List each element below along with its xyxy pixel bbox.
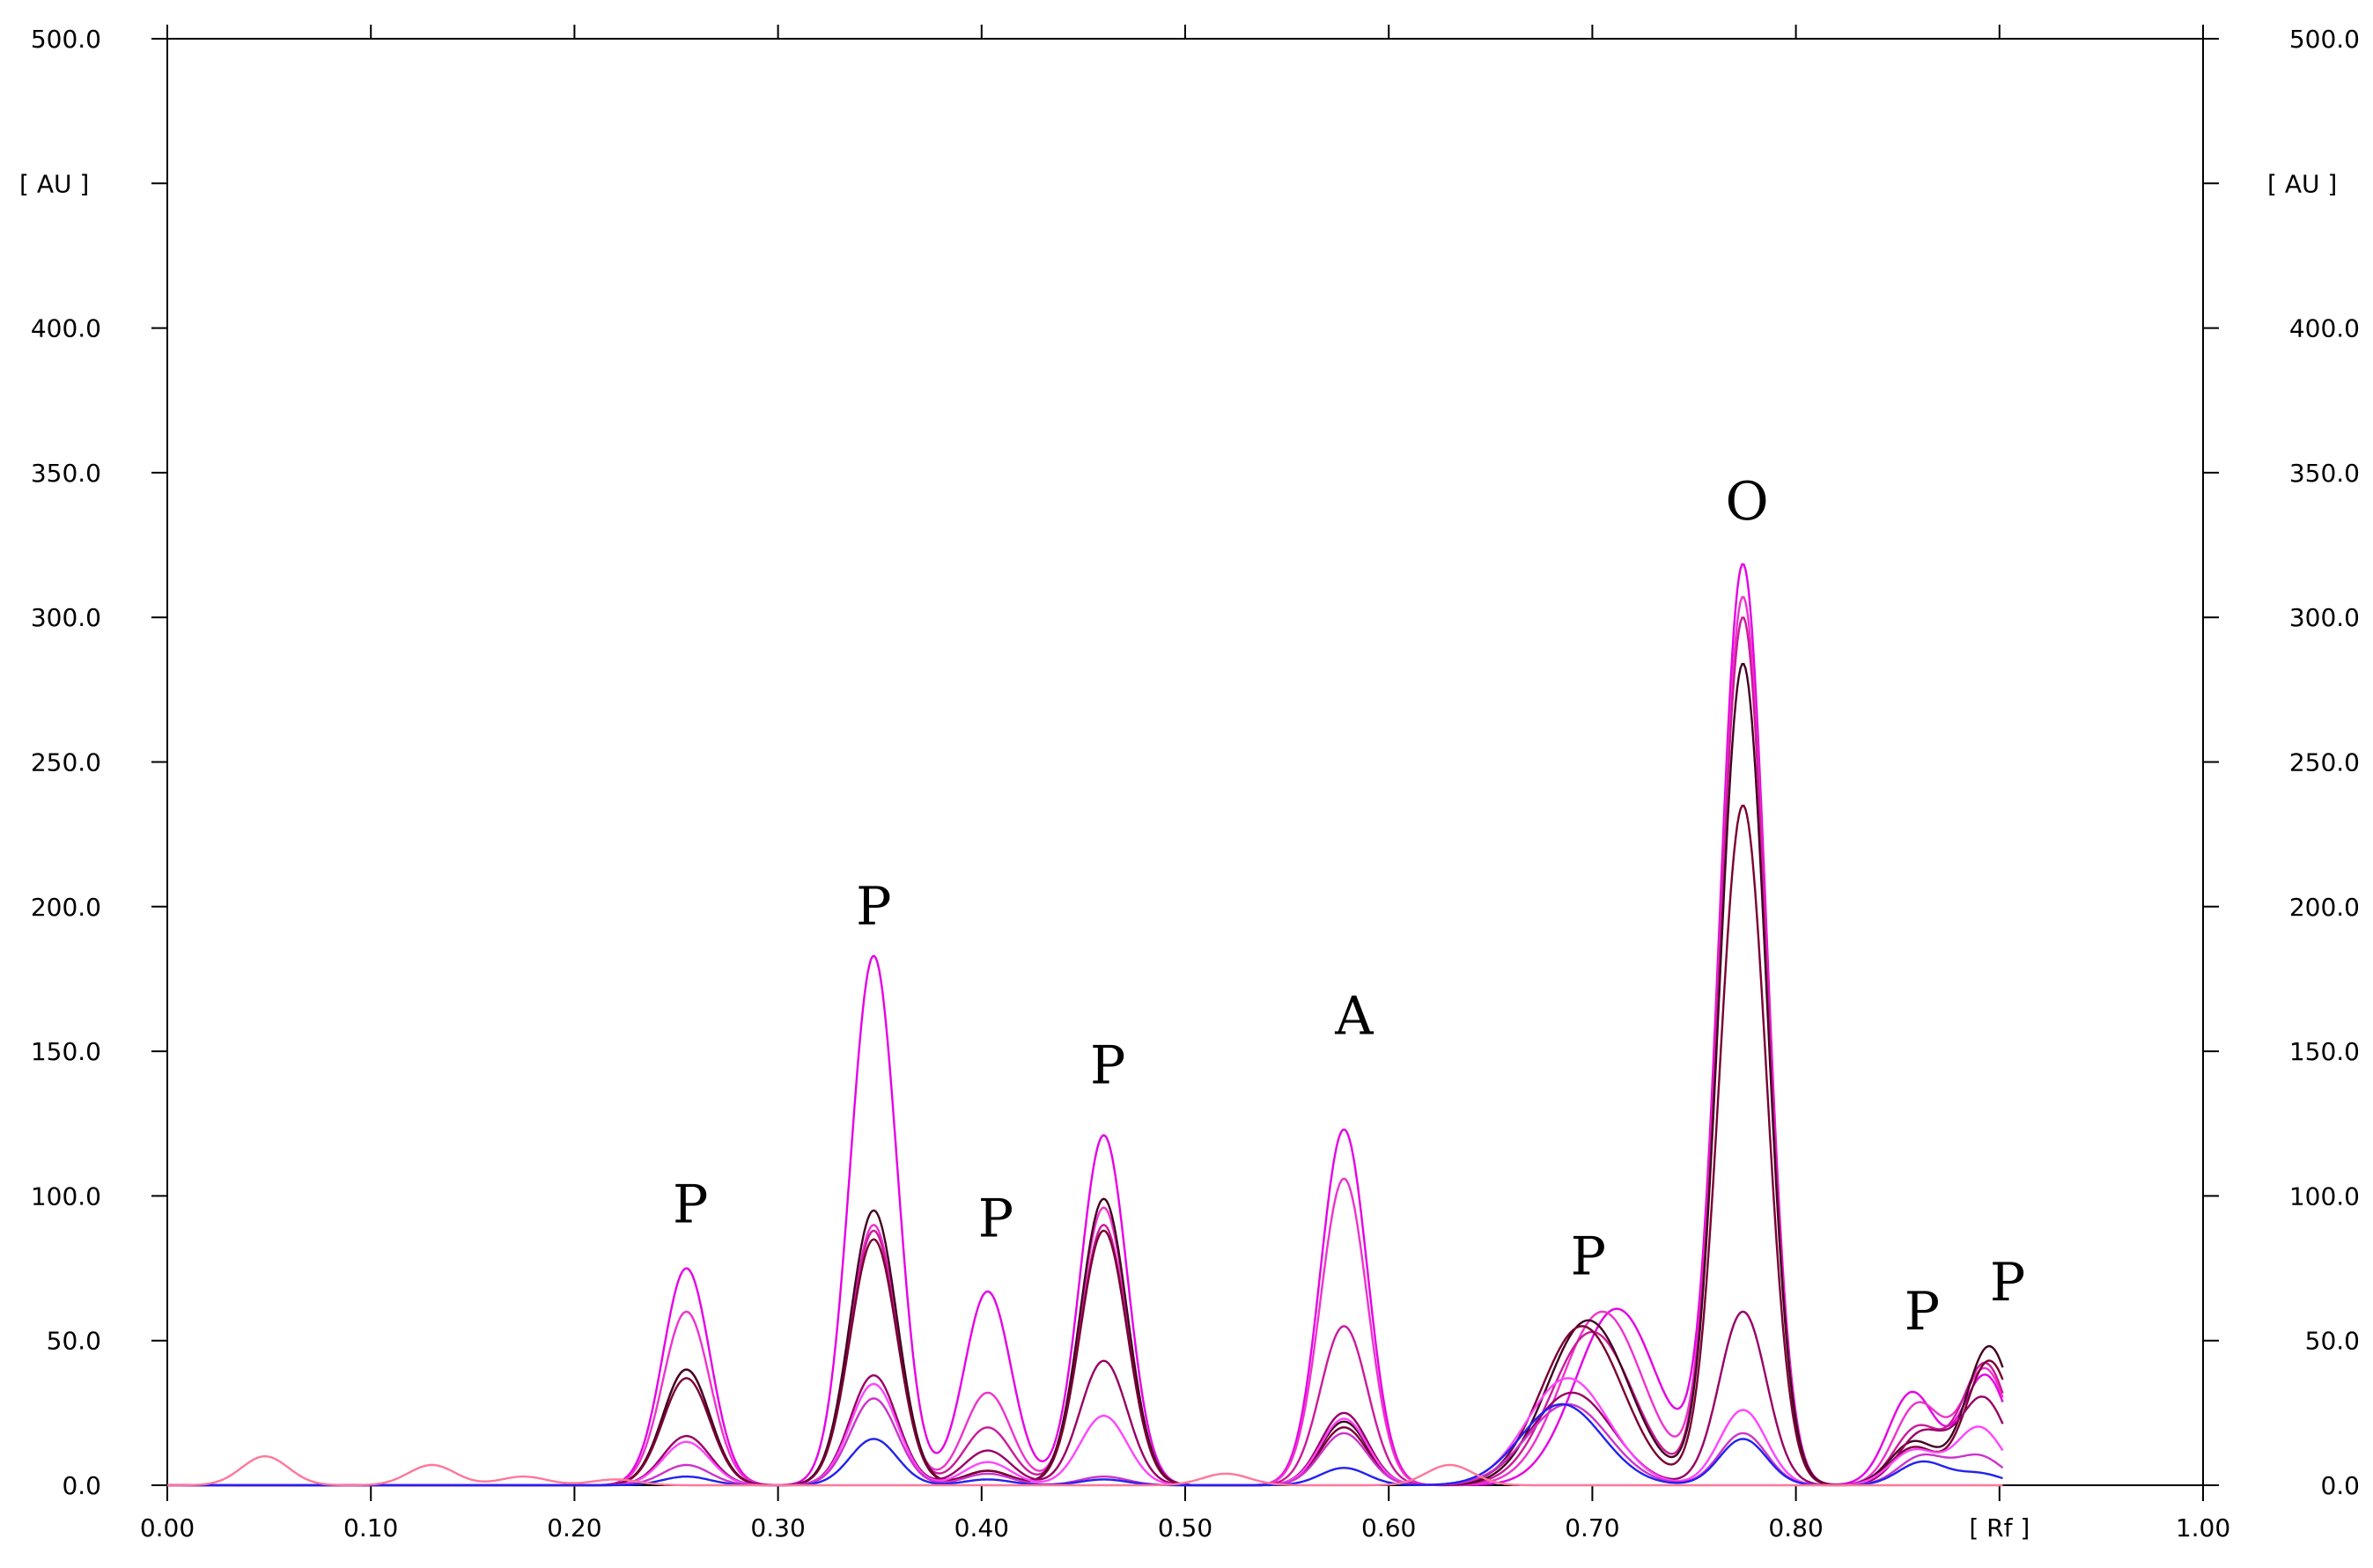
y-tick-label-left: 500.0	[31, 25, 101, 54]
peak-label: A	[1334, 986, 1374, 1048]
series-line	[167, 1397, 2004, 1487]
peak-label: P	[1990, 1252, 2025, 1314]
y-tick-label-left: 200.0	[31, 893, 101, 922]
x-tick-label: 1.00	[2176, 1513, 2230, 1542]
y-tick-label-left: 100.0	[31, 1182, 101, 1211]
y-tick-label-left: 300.0	[31, 603, 101, 632]
x-tick-label: [ Rf ]	[1969, 1513, 2030, 1542]
y-tick-label-left: 350.0	[31, 459, 101, 488]
y-tick-label-left: 250.0	[31, 748, 101, 777]
peak-label: P	[1905, 1281, 1940, 1343]
peak-label: P	[856, 876, 891, 938]
y-tick-label-right: 100.0	[2289, 1182, 2360, 1211]
peak-label: P	[978, 1189, 1013, 1250]
y-tick-label-right: 0.0	[2320, 1471, 2360, 1500]
series-line	[167, 1402, 2003, 1487]
y-tick-label-left: 400.0	[31, 314, 101, 343]
peak-label: P	[1090, 1035, 1125, 1097]
y-tick-label-right: 350.0	[2289, 459, 2360, 488]
y-tick-label-right: 200.0	[2289, 893, 2360, 922]
series-layer	[167, 563, 2004, 1487]
peak-label: O	[1726, 471, 1769, 533]
y-unit-label-left: [ AU ]	[19, 169, 89, 198]
plot-frame	[166, 38, 2204, 1486]
y-tick-label-right: 150.0	[2289, 1037, 2360, 1066]
x-tick-label: 0.70	[1565, 1513, 1619, 1542]
peak-label: P	[1571, 1226, 1606, 1287]
y-tick-label-right: 250.0	[2289, 748, 2360, 777]
x-tick-label: 0.30	[750, 1513, 805, 1542]
series-line	[167, 805, 2004, 1487]
x-tick-label: 0.20	[547, 1513, 601, 1542]
y-tick-label-right: 400.0	[2289, 314, 2360, 343]
x-tick-label: 0.40	[954, 1513, 1009, 1542]
y-tick-label-left: 0.0	[62, 1471, 101, 1500]
y-tick-label-left: 50.0	[47, 1327, 101, 1356]
axis-ticks: 0.00 0.10 0.20 0.30 0.40 0.50 0.60 0.70 0.80 [ Rf…	[19, 25, 2360, 1542]
y-tick-label-right: 50.0	[2305, 1327, 2360, 1356]
y-tick-label-right: 300.0	[2289, 603, 2360, 632]
y-unit-label-right: [ AU ]	[2267, 169, 2337, 198]
x-tick-label: 0.00	[140, 1513, 195, 1542]
x-tick-label: 0.50	[1158, 1513, 1212, 1542]
x-tick-label: 0.80	[1768, 1513, 1823, 1542]
series-line	[167, 1454, 2003, 1487]
y-tick-label-left: 150.0	[31, 1037, 101, 1066]
y-tick-label-right: 500.0	[2289, 25, 2360, 54]
x-tick-label: 0.60	[1361, 1513, 1416, 1542]
series-line	[167, 1310, 2004, 1487]
peak-label: P	[673, 1174, 708, 1235]
x-tick-label: 0.10	[343, 1513, 398, 1542]
